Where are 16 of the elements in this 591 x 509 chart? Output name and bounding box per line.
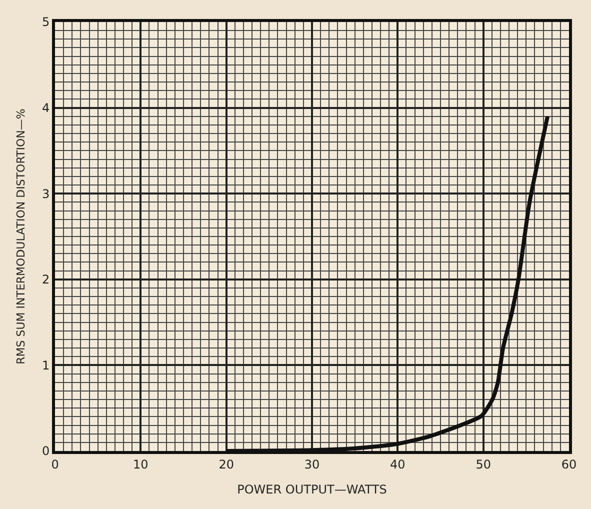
- x-tick-label: 10: [133, 457, 148, 472]
- y-tick-label: 1: [42, 358, 50, 372]
- x-tick-label: 40: [390, 457, 406, 472]
- y-axis-title: RMS SUM INTERMODULATION DISTORTION—%: [14, 108, 28, 364]
- y-tick-label: 5: [42, 15, 50, 30]
- x-tick-label: 50: [476, 457, 491, 472]
- x-tick-label: 60: [561, 457, 577, 472]
- x-tick-label: 20: [218, 457, 234, 472]
- line-series: [224, 114, 550, 451]
- x-tick-label: 30: [304, 457, 320, 472]
- x-tick-label: 0: [51, 457, 59, 472]
- y-tick-label: 2: [42, 272, 50, 287]
- x-axis-title: POWER OUTPUT—WATTS: [237, 482, 387, 496]
- y-tick-label: 4: [42, 101, 50, 115]
- y-tick-label: 0: [42, 444, 50, 458]
- y-tick-label: 3: [42, 186, 50, 201]
